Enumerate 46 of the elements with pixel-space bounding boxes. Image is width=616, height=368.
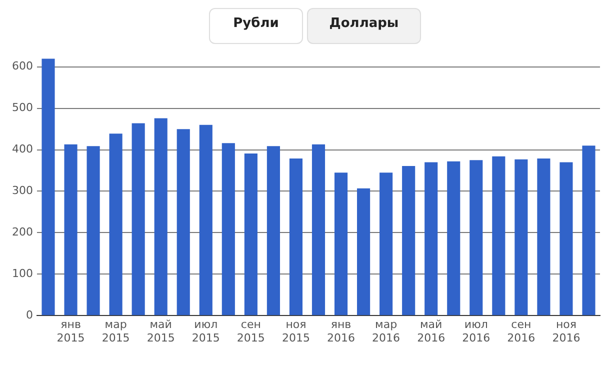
x-tick-label: мар 2015 [102,318,130,344]
bar [244,154,258,316]
y-tick-label: 400 [12,142,33,156]
bar [64,144,78,316]
x-tick-label: янв 2015 [56,318,85,344]
bar [176,129,190,316]
x-tick-label: май 2015 [146,318,175,344]
x-tick-label: май 2016 [417,318,446,344]
bar [199,124,212,316]
bar [380,172,393,316]
bar [154,118,168,316]
bar [266,146,280,316]
bar [560,162,573,316]
bar [470,160,483,316]
bar [492,156,506,316]
x-tick-label: мар 2016 [372,318,400,344]
x-tick-label: июл 2016 [462,318,490,344]
bar [222,143,235,316]
x-tick-label: сен 2015 [236,318,265,344]
bar [86,146,100,316]
x-tick-label: июл 2015 [192,318,220,344]
y-tick-label: 500 [12,101,33,114]
bar [334,172,348,316]
y-tick-label: 200 [12,226,33,239]
bar [447,161,460,316]
bar [582,146,596,316]
bar [402,166,416,316]
bar [357,188,370,316]
y-tick-label: 300 [12,184,33,198]
bar [109,134,122,316]
x-tick-label: ноя 2016 [552,318,580,344]
y-tick-label: 100 [12,267,33,280]
y-tick-label: 600 [12,60,33,73]
bar [312,144,326,316]
bar [514,159,528,316]
bar [289,158,303,316]
x-tick-label: сен 2016 [507,318,536,344]
bar [537,158,550,316]
toggle-button: Доллары [307,8,421,44]
bar [424,162,438,316]
x-tick-label: ноя 2015 [282,318,310,344]
bar [42,58,55,316]
y-tick-label: 0 [26,308,33,322]
toggle-button: Рубли [209,8,303,44]
x-tick-label: янв 2016 [327,318,356,344]
bar [132,123,145,316]
